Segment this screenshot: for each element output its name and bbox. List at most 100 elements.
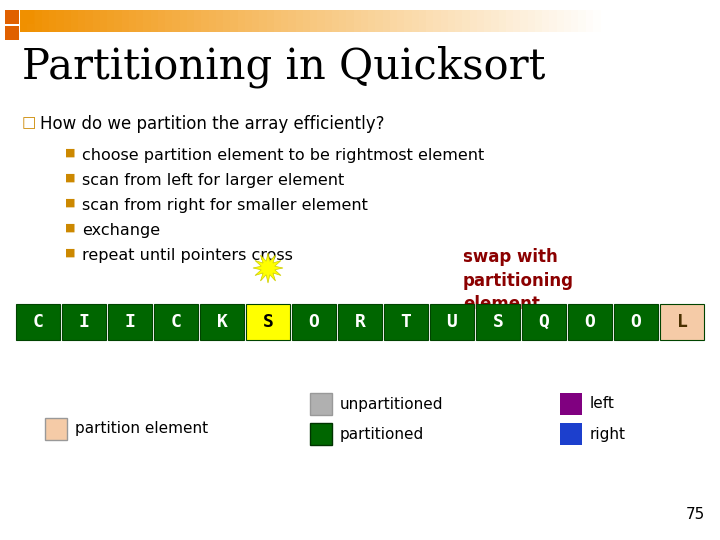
Bar: [310, 423, 332, 445]
Bar: [430, 304, 474, 340]
Bar: [136, 10, 144, 32]
Bar: [85, 10, 93, 32]
Bar: [578, 10, 586, 32]
Bar: [42, 10, 50, 32]
Text: L: L: [677, 313, 688, 331]
Bar: [172, 10, 180, 32]
Bar: [35, 10, 42, 32]
Bar: [114, 10, 122, 32]
Bar: [412, 10, 419, 32]
Bar: [375, 10, 383, 32]
Bar: [522, 304, 566, 340]
Bar: [521, 10, 528, 32]
Bar: [302, 10, 310, 32]
Bar: [295, 10, 303, 32]
Text: ■: ■: [65, 173, 76, 183]
Polygon shape: [253, 253, 283, 283]
Text: ■: ■: [65, 248, 76, 258]
Bar: [150, 10, 158, 32]
Bar: [568, 304, 612, 340]
Bar: [165, 10, 173, 32]
Bar: [477, 10, 485, 32]
Text: ■: ■: [65, 198, 76, 208]
Bar: [5, 10, 19, 24]
Bar: [593, 10, 600, 32]
Bar: [310, 10, 318, 32]
Bar: [5, 26, 19, 40]
Bar: [143, 10, 151, 32]
Bar: [469, 10, 477, 32]
Bar: [194, 10, 202, 32]
Bar: [571, 10, 579, 32]
Bar: [557, 10, 564, 32]
Bar: [382, 10, 390, 32]
Bar: [560, 393, 582, 415]
Bar: [433, 10, 441, 32]
Bar: [528, 10, 535, 32]
Text: scan from right for smaller element: scan from right for smaller element: [82, 198, 368, 213]
Bar: [78, 10, 86, 32]
Text: exchange: exchange: [82, 223, 160, 238]
Bar: [281, 10, 289, 32]
Text: scan from left for larger element: scan from left for larger element: [82, 173, 344, 188]
Bar: [513, 10, 521, 32]
Bar: [339, 10, 347, 32]
Bar: [45, 418, 67, 440]
Text: K: K: [217, 313, 228, 331]
Bar: [288, 10, 296, 32]
Bar: [426, 10, 433, 32]
Bar: [158, 10, 166, 32]
Text: repeat until pointers cross: repeat until pointers cross: [82, 248, 293, 263]
Bar: [202, 10, 209, 32]
Bar: [56, 10, 64, 32]
Bar: [384, 304, 428, 340]
Bar: [20, 10, 28, 32]
Text: I: I: [125, 313, 135, 331]
Bar: [200, 304, 244, 340]
Bar: [310, 393, 332, 415]
Bar: [49, 10, 57, 32]
Text: R: R: [354, 313, 366, 331]
Bar: [100, 10, 107, 32]
Bar: [498, 10, 506, 32]
Text: C: C: [171, 313, 181, 331]
Bar: [20, 10, 34, 24]
Text: partitioned: partitioned: [340, 427, 424, 442]
Bar: [338, 304, 382, 340]
Text: O: O: [585, 313, 595, 331]
Bar: [660, 304, 704, 340]
Bar: [238, 10, 246, 32]
Bar: [16, 304, 60, 340]
Bar: [542, 10, 550, 32]
Text: 75: 75: [685, 507, 705, 522]
Bar: [71, 10, 78, 32]
Bar: [361, 10, 369, 32]
Bar: [585, 10, 593, 32]
Bar: [484, 10, 492, 32]
Bar: [223, 10, 230, 32]
Bar: [614, 304, 658, 340]
Bar: [390, 10, 397, 32]
Bar: [62, 304, 106, 340]
Bar: [209, 10, 216, 32]
Text: O: O: [309, 313, 320, 331]
Bar: [441, 10, 449, 32]
Bar: [368, 10, 376, 32]
Bar: [354, 10, 361, 32]
Bar: [560, 423, 582, 445]
Bar: [179, 10, 187, 32]
Bar: [246, 304, 290, 340]
Text: How do we partition the array efficiently?: How do we partition the array efficientl…: [40, 115, 384, 133]
Bar: [108, 304, 152, 340]
Bar: [154, 304, 198, 340]
Text: ■: ■: [65, 148, 76, 158]
Bar: [129, 10, 137, 32]
Text: Partitioning in Quicksort: Partitioning in Quicksort: [22, 45, 545, 87]
Text: S: S: [263, 313, 274, 331]
Bar: [92, 10, 100, 32]
Bar: [535, 10, 542, 32]
Text: partition element: partition element: [75, 422, 208, 436]
Text: left: left: [590, 396, 615, 411]
Bar: [318, 10, 325, 32]
Text: □: □: [22, 115, 37, 130]
